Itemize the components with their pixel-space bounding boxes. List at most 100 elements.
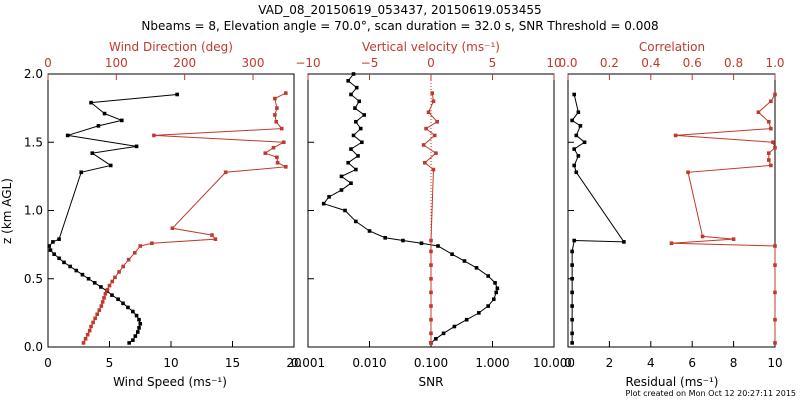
data-point-snr <box>494 290 499 295</box>
top-axis-label-correlation: Correlation <box>639 40 705 54</box>
data-point-snr <box>354 167 358 172</box>
data-point-wind-speed <box>127 341 131 345</box>
data-point-wind-direction <box>273 96 277 101</box>
bottom-tick-label: 0 <box>564 356 572 370</box>
data-point-snr <box>343 208 347 213</box>
data-point-wind-speed <box>126 305 130 310</box>
data-point-correlation <box>673 133 678 138</box>
data-point-snr <box>367 229 372 233</box>
data-point-wind-speed <box>86 276 91 281</box>
data-point-wind-speed <box>134 313 139 318</box>
data-point-snr <box>356 154 360 158</box>
data-point-correlation <box>771 140 775 145</box>
data-point-wind-direction <box>85 332 90 337</box>
data-point-vertical-velocity <box>429 276 433 281</box>
data-point-wind-direction <box>93 316 97 321</box>
data-point-wind-speed <box>138 321 143 326</box>
data-point-correlation <box>773 145 777 150</box>
data-point-correlation <box>756 110 761 115</box>
data-point-wind-speed <box>131 309 135 314</box>
data-point-snr <box>462 259 467 263</box>
top-tick-label: 300 <box>242 56 265 70</box>
data-point-vertical-velocity <box>429 263 433 267</box>
data-point-vertical-velocity <box>429 331 433 336</box>
series-line-wind-speed <box>48 93 178 344</box>
data-point-vertical-velocity <box>429 238 433 243</box>
data-point-wind-direction <box>284 165 288 169</box>
data-point-wind-speed <box>92 281 97 285</box>
data-point-vertical-velocity <box>423 160 427 165</box>
data-point-correlation <box>669 241 674 246</box>
data-point-vertical-velocity <box>430 91 435 95</box>
series-line-residual <box>571 94 625 343</box>
data-point-wind-direction <box>103 291 108 296</box>
data-point-wind-direction <box>107 283 112 288</box>
data-point-wind-speed <box>57 237 61 241</box>
data-point-wind-direction <box>150 241 154 246</box>
data-point-correlation <box>700 234 705 239</box>
data-point-vertical-velocity <box>429 249 433 254</box>
data-point-wind-speed <box>47 244 52 248</box>
data-point-wind-direction <box>170 226 175 231</box>
data-point-correlation <box>686 170 690 175</box>
data-point-wind-speed <box>137 317 141 322</box>
data-point-residual <box>572 147 577 151</box>
data-point-snr <box>339 174 344 179</box>
data-point-wind-direction <box>102 296 106 300</box>
data-point-wind-direction <box>273 113 277 117</box>
panel-frame <box>567 73 776 348</box>
panel-frame <box>47 73 295 348</box>
data-point-vertical-velocity <box>429 317 433 322</box>
data-point-residual <box>570 304 574 308</box>
y-axis-label: z (km AGL) <box>0 178 14 244</box>
data-point-wind-speed <box>131 338 135 342</box>
title-line-1: VAD_08_20150619_053437, 20150619.053455 <box>258 3 541 17</box>
data-point-correlation <box>773 92 777 97</box>
data-point-wind-speed <box>52 252 56 256</box>
data-point-residual <box>622 240 626 244</box>
data-point-snr <box>349 181 353 185</box>
data-point-correlation <box>769 163 773 168</box>
bottom-tick-label: 0.100 <box>414 356 448 370</box>
data-point-wind-speed <box>80 272 85 277</box>
data-point-vertical-velocity <box>421 143 426 147</box>
top-tick-label: 10 <box>546 56 561 70</box>
data-point-snr <box>434 337 438 341</box>
top-tick-label: 100 <box>105 56 128 70</box>
data-point-wind-direction <box>263 151 268 155</box>
data-point-snr <box>486 304 490 308</box>
data-point-wind-direction <box>132 251 137 255</box>
data-point-snr <box>360 140 364 145</box>
data-point-wind-direction <box>138 244 143 248</box>
data-point-residual <box>570 331 574 336</box>
data-point-vertical-velocity <box>429 290 433 295</box>
data-point-snr <box>419 241 424 246</box>
data-point-wind-direction <box>279 126 284 131</box>
bottom-tick-label: 0.001 <box>291 356 325 370</box>
data-point-snr <box>339 188 344 192</box>
top-tick-label: 0.8 <box>724 56 743 70</box>
panel-wind: Wind Direction (deg) Wind Speed (ms⁻¹) z… <box>0 40 302 389</box>
y-tick-label: 2.0 <box>24 67 43 81</box>
data-point-residual <box>570 276 574 281</box>
data-point-residual <box>572 163 577 168</box>
top-tick-label: 0 <box>427 56 435 70</box>
data-point-correlation <box>773 244 777 248</box>
data-point-wind-direction <box>275 160 280 165</box>
data-point-residual <box>570 263 574 267</box>
y-tick-label: 1.5 <box>24 135 43 149</box>
data-point-residual <box>578 124 583 128</box>
data-point-snr <box>464 317 469 322</box>
data-point-residual <box>570 317 574 322</box>
data-point-snr <box>351 133 356 138</box>
series-line-correlation <box>671 94 776 343</box>
data-point-vertical-velocity <box>431 167 436 172</box>
data-point-vertical-velocity <box>426 110 431 115</box>
data-point-wind-speed <box>116 297 120 302</box>
data-point-vertical-velocity <box>431 99 436 104</box>
bottom-axis-label-snr: SNR <box>419 375 444 389</box>
data-point-wind-direction <box>213 237 218 241</box>
y-tick-label: 0.5 <box>24 272 43 286</box>
data-point-snr <box>362 113 366 117</box>
